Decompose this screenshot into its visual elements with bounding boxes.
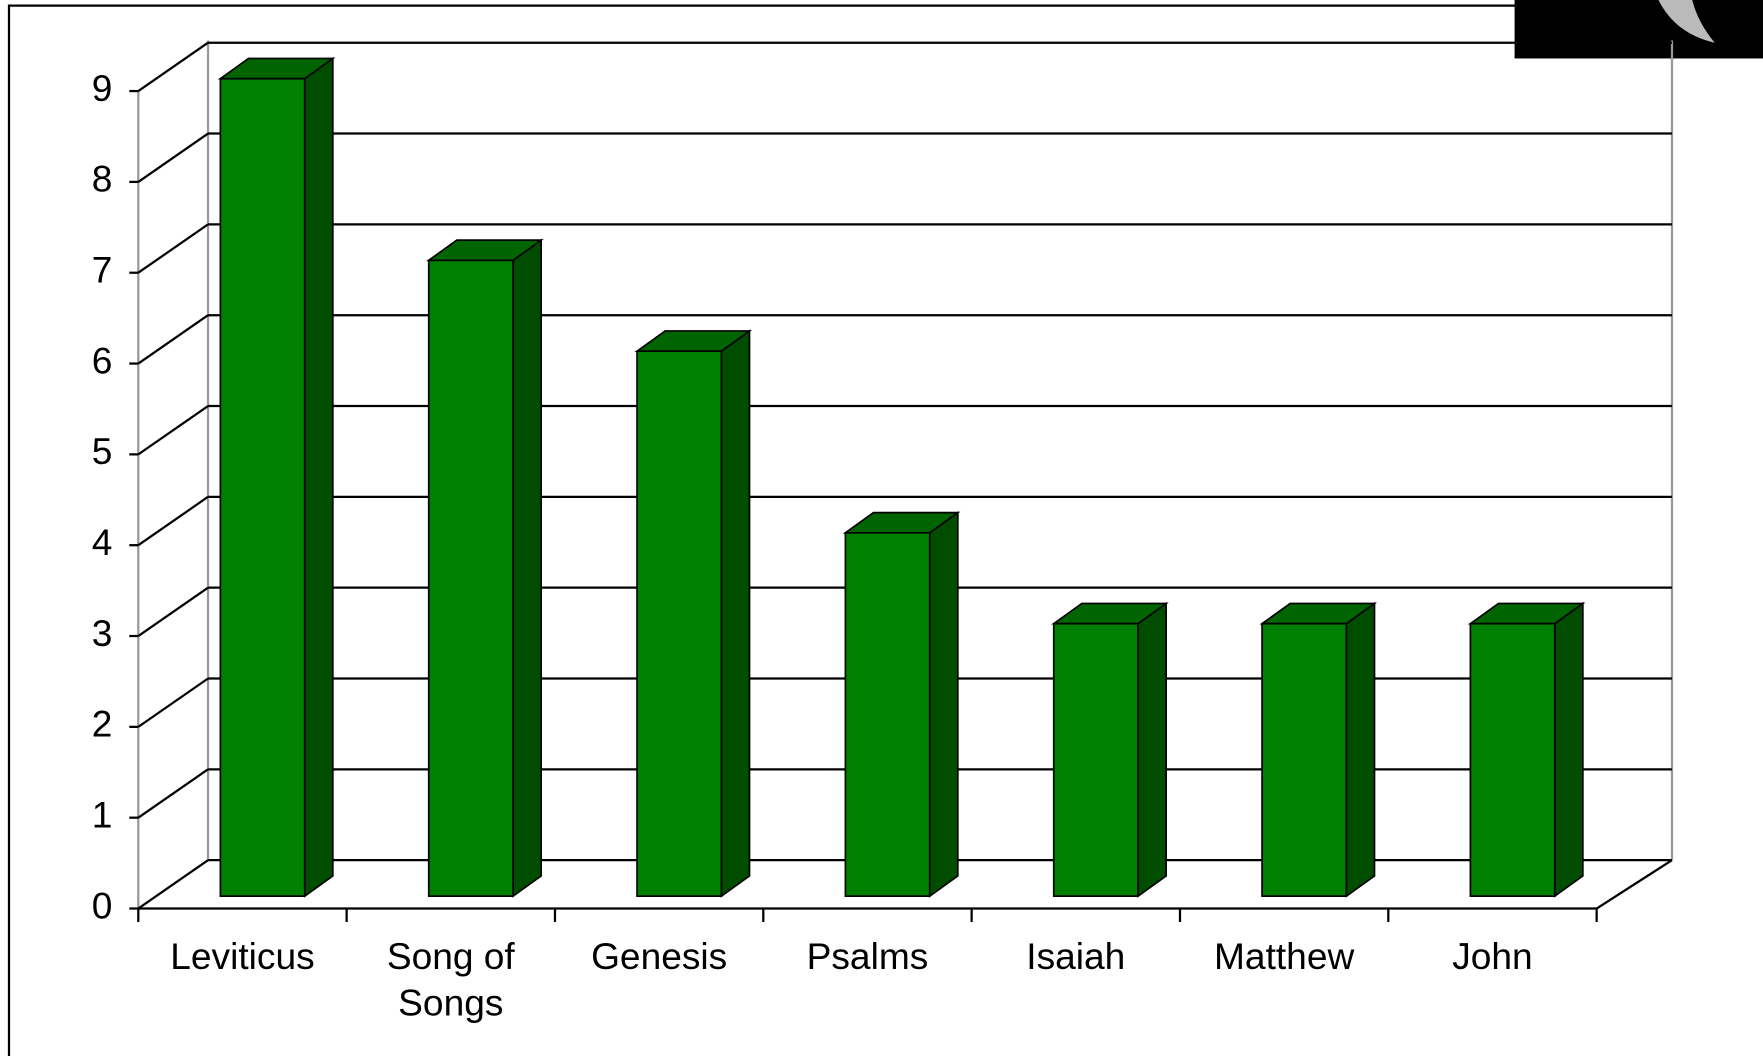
x-label-box: Genesis bbox=[591, 935, 728, 978]
x-tick-label: John bbox=[1452, 935, 1533, 978]
grid-diagonal bbox=[137, 41, 209, 93]
x-tick-label: Isaiah bbox=[1026, 935, 1126, 978]
bar-front bbox=[219, 77, 306, 897]
y-tick-label: 8 bbox=[92, 158, 113, 200]
y-tick-label: 0 bbox=[92, 884, 113, 926]
bar-side bbox=[512, 238, 543, 898]
floor-right bbox=[1596, 859, 1673, 910]
y-tick-label: 5 bbox=[92, 430, 113, 472]
x-label-box: Leviticus bbox=[170, 935, 315, 978]
x-label-box: John bbox=[1452, 935, 1533, 978]
grid-diagonal bbox=[137, 677, 209, 728]
frame bbox=[7, 4, 1763, 1056]
bar-side bbox=[1553, 601, 1584, 898]
x-tick-label: Psalms bbox=[806, 935, 929, 978]
bar-side bbox=[720, 329, 751, 898]
bar-side bbox=[303, 56, 334, 898]
bar-side bbox=[1345, 601, 1376, 898]
x-tick-label: Leviticus bbox=[170, 935, 315, 978]
bar-front bbox=[427, 259, 514, 897]
bar-front bbox=[844, 531, 931, 897]
bar bbox=[426, 238, 544, 898]
grid-diagonal bbox=[137, 314, 209, 365]
grid-diagonal bbox=[137, 405, 209, 456]
y-tick-label: 2 bbox=[92, 703, 113, 745]
bar bbox=[842, 510, 961, 898]
bar-side bbox=[928, 510, 959, 898]
bar bbox=[634, 329, 753, 898]
corner-image bbox=[1514, 0, 1763, 59]
y-tick-label: 7 bbox=[92, 249, 113, 291]
y-tick-label: 3 bbox=[92, 612, 113, 654]
x-tick-label: Matthew bbox=[1214, 935, 1355, 978]
x-tick-label: Song of Songs bbox=[386, 935, 515, 1024]
x-label-box: Isaiah bbox=[1026, 935, 1126, 978]
grid-diagonal bbox=[137, 768, 209, 819]
y-tick-label: 9 bbox=[92, 67, 113, 109]
grid-diagonal bbox=[137, 495, 209, 547]
bar bbox=[1259, 601, 1378, 898]
grid-diagonal bbox=[137, 586, 209, 637]
bar-front bbox=[1052, 622, 1139, 897]
y-tick-label: 6 bbox=[92, 339, 113, 381]
y-tick-label: 1 bbox=[92, 793, 113, 835]
x-label-box: Psalms bbox=[806, 935, 929, 978]
plot: 0 1 2 3 4 5 6 7 8 9 Leviticus Song of Songs Genesis P… bbox=[7, 0, 1763, 1056]
bar-front bbox=[1261, 622, 1348, 897]
x-label-box: Song of Songs bbox=[386, 935, 515, 1024]
y-tick-label: 4 bbox=[92, 521, 113, 563]
bird-icon bbox=[1658, 0, 1715, 43]
x-tick-label: Genesis bbox=[591, 935, 728, 978]
x-label-box: Matthew bbox=[1214, 935, 1355, 978]
bar bbox=[1051, 601, 1169, 898]
grid-diagonal bbox=[137, 132, 209, 183]
grid-diagonal bbox=[137, 859, 209, 910]
bar bbox=[1467, 601, 1586, 898]
grid-diagonal bbox=[137, 223, 209, 274]
bar-side bbox=[1137, 601, 1168, 898]
bar-front bbox=[1469, 622, 1556, 897]
bar-front bbox=[636, 350, 723, 897]
bar bbox=[217, 56, 336, 898]
